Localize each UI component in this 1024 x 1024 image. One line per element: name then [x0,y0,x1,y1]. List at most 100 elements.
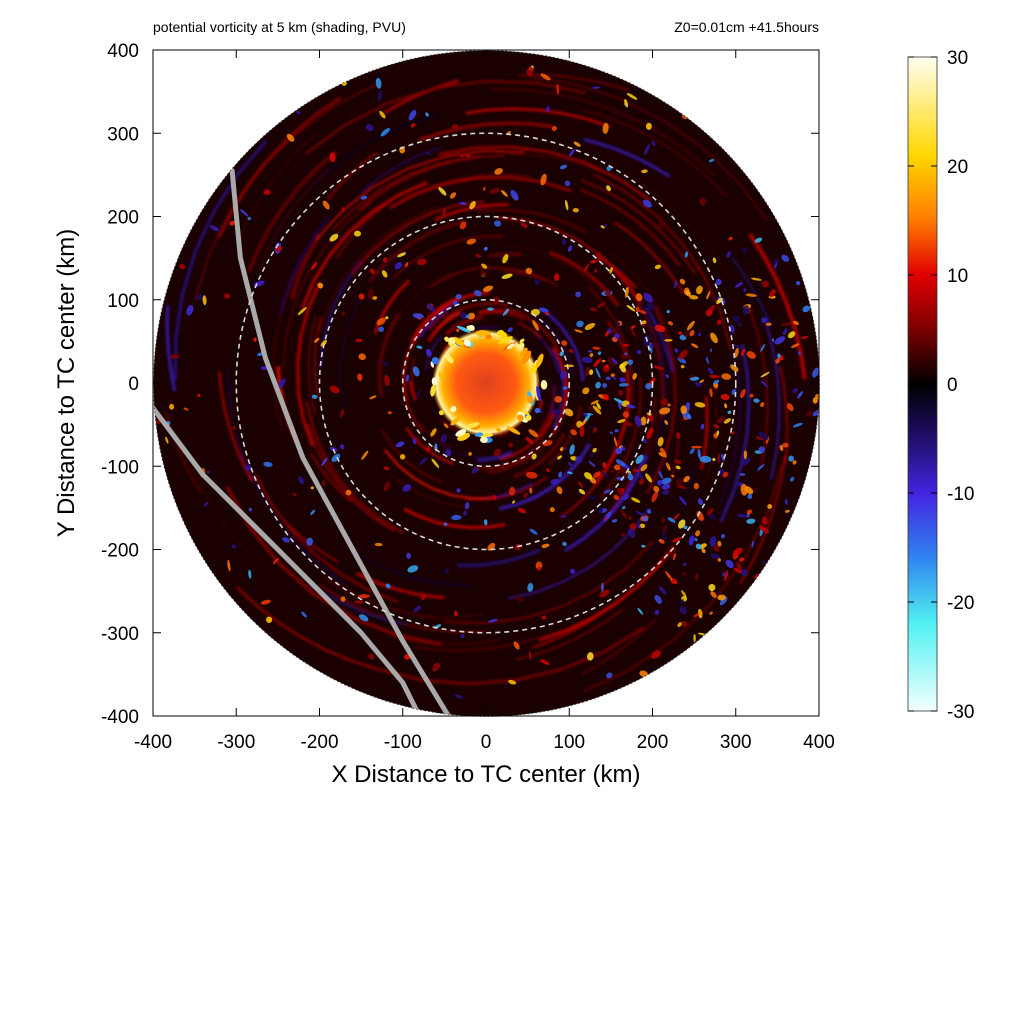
y-tick-label: 300 [107,124,139,145]
pv-filament [535,315,574,377]
pv-blob [569,444,575,455]
pv-blob [581,356,593,364]
chart-subtitle: Z0=0.01cm +41.5hours [674,19,819,35]
pv-blob [576,320,584,328]
pv-blob [667,517,676,523]
pv-blob [681,620,688,627]
pv-blob [687,414,691,419]
pv-blob [592,346,601,350]
pv-blob [455,293,462,300]
pv-blob [760,371,770,378]
pv-blob [468,452,472,456]
eyewall-fragment [456,325,471,333]
pv-blob [759,525,770,534]
pv-blob [272,558,279,565]
pv-filament [440,419,459,432]
pv-blob [700,423,705,430]
pv-blob [706,507,714,516]
pv-blob [620,509,628,520]
pv-blob [532,320,539,331]
pv-filament [539,306,585,382]
pv-filament [779,366,789,465]
pv-blob [792,460,797,465]
pv-blob [603,489,611,494]
track-line [153,405,422,717]
pv-blob [642,516,649,522]
pv-blob [693,482,700,490]
pv-filament [488,252,524,258]
pv-blob [709,374,720,379]
eyewall-fragment [468,325,475,330]
pv-blob [545,312,550,316]
pv-blob [528,650,532,661]
pv-blob [605,364,609,369]
pv-blob [620,532,626,537]
pv-blob [443,522,448,526]
pv-blob [717,594,726,601]
pv-filament [360,146,441,193]
pv-blob [372,296,378,300]
pv-blob [248,569,252,579]
eyewall-fragment [474,432,484,437]
pv-blob [361,450,369,460]
pv-blob [697,448,701,459]
pv-blob [339,409,345,418]
pv-blob [606,166,612,172]
x-axis-label: X Distance to TC center (km) [332,761,641,788]
pv-blob [209,225,220,232]
pv-blob [664,339,673,342]
pv-blob [686,320,695,331]
pv-blob [626,304,636,312]
pv-blob [416,389,421,399]
pv-blob [482,285,494,292]
pv-filament [610,252,667,323]
pv-blob [720,393,730,401]
pv-blob [487,618,498,623]
pv-blob [784,509,790,513]
chart-title: potential vorticity at 5 km (shading, PV… [153,19,406,35]
pv-blob [454,694,463,699]
pv-filament [380,428,443,484]
pv-blob [556,486,563,495]
pv-blob [463,154,468,160]
pv-blob [733,567,742,574]
pv-blob [602,122,609,134]
pv-blob [508,442,514,448]
pv-blob [622,411,630,418]
pv-blob [802,305,811,313]
pv-filament [389,173,532,208]
pv-blob [611,518,618,523]
pv-blob [232,426,237,430]
eyewall-fragment [438,410,444,416]
pv-filament [703,393,718,487]
pv-blob [507,327,513,333]
pv-blob [758,431,769,440]
pv-blob [617,419,626,424]
pv-filament [335,202,388,260]
pv-blob [710,332,718,344]
pv-blob [699,455,712,463]
pv-blob [260,599,271,605]
eyewall-fragment [448,337,456,345]
pv-blob [727,410,732,415]
track-line [229,168,451,717]
pv-blob [658,586,667,595]
pv-blob [592,427,597,433]
pv-blob [676,485,687,489]
pv-blob [581,418,587,426]
pv-blob [489,187,500,194]
eyewall-fragment [517,342,525,350]
pv-blob [341,207,346,213]
pv-blob [578,481,583,488]
pv-blob [449,192,457,199]
pv-blob [554,395,563,403]
pv-blob [749,393,754,398]
pv-blob [239,209,249,217]
pv-blob [604,289,612,297]
x-tick-label: 200 [637,732,669,753]
pv-blob [782,442,789,448]
pv-blob [712,457,716,462]
pv-blob [760,317,768,324]
pv-blob [685,290,692,297]
x-tick-label: 300 [720,732,752,753]
